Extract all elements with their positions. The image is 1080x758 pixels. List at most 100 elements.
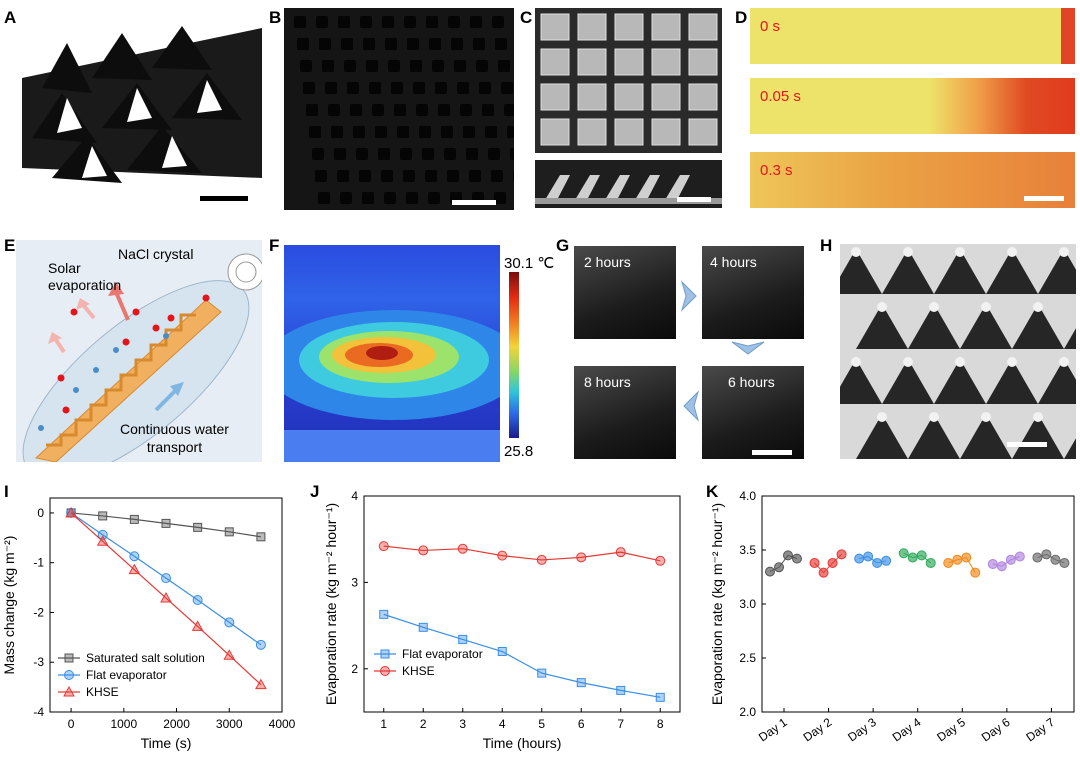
x-tick-label: Day 1 xyxy=(756,715,790,745)
scale-bar-b xyxy=(452,200,496,205)
b-texture-cell xyxy=(407,38,419,50)
b-texture-cell xyxy=(363,38,375,50)
c-texture-block xyxy=(577,48,607,76)
data-point xyxy=(97,529,108,540)
h-texture-crystal xyxy=(1059,247,1069,257)
x-tick-label: 0 xyxy=(68,717,75,731)
data-point xyxy=(536,554,547,565)
h-texture-pyramid xyxy=(960,304,1012,349)
data-point xyxy=(497,647,507,657)
data-point xyxy=(987,559,998,570)
b-texture-cell xyxy=(466,148,478,160)
x-tick-label: 4000 xyxy=(269,717,296,731)
b-texture-cell xyxy=(322,60,334,72)
x-tick-label: 2000 xyxy=(163,717,190,731)
photo-g-4h: 4 hours xyxy=(702,246,804,339)
b-texture-cell xyxy=(315,170,327,182)
colorbar-max-label: 30.1 ℃ xyxy=(504,255,555,272)
b-texture-cell xyxy=(347,82,359,94)
b-texture-cell xyxy=(454,60,466,72)
data-point xyxy=(1041,549,1052,560)
legend-label: Saturated salt solution xyxy=(86,651,205,665)
data-point xyxy=(418,545,429,556)
y-tick-label: 2 xyxy=(351,662,358,676)
data-point xyxy=(161,518,171,528)
h-texture-pyramid xyxy=(1064,328,1076,349)
solar-evaporation-label: Solar evaporation xyxy=(48,260,121,294)
data-point xyxy=(191,620,204,631)
data-point xyxy=(537,668,547,678)
b-texture-cell xyxy=(372,104,384,116)
c-texture-block xyxy=(540,83,570,111)
b-texture-cell xyxy=(470,16,482,28)
data-point xyxy=(193,522,203,532)
b-texture-cell xyxy=(479,82,491,94)
b-texture-cell xyxy=(341,38,353,50)
y-tick-label: 3.5 xyxy=(739,543,756,557)
b-texture-cell xyxy=(463,126,475,138)
strip-d-0s: 0 s xyxy=(750,8,1075,64)
series-line xyxy=(70,512,262,686)
x-axis-label: Time (hours) xyxy=(483,735,562,751)
h-texture-crystal xyxy=(929,302,939,312)
series-line xyxy=(383,545,661,562)
b-texture-cell xyxy=(406,192,418,204)
b-texture-cell xyxy=(425,170,437,182)
chart-i-mass-change: 0 1000 2000 3000 4000 0 -1 -2 -3 -4 Time (s) Mass c… xyxy=(1,497,296,751)
b-texture-cell xyxy=(438,104,450,116)
b-texture-cell xyxy=(316,16,328,28)
arrow-down-icon xyxy=(731,341,765,355)
series-line xyxy=(814,553,842,574)
h-texture-pyramid xyxy=(1012,414,1064,459)
b-texture-cell xyxy=(366,60,378,72)
h-texture-pyramid xyxy=(840,249,882,294)
x-tick-label: Day 7 xyxy=(1023,715,1057,745)
h-texture-crystal xyxy=(1033,302,1043,312)
x-tick-label: 8 xyxy=(657,717,664,731)
time-caption-4h: 4 hours xyxy=(710,254,757,270)
h-texture-crystal xyxy=(955,357,965,367)
c-texture-block xyxy=(577,118,607,146)
b-texture-cell xyxy=(494,192,506,204)
b-texture-cell xyxy=(419,126,431,138)
x-tick-label: 4 xyxy=(499,717,506,731)
b-texture-cell xyxy=(495,38,507,50)
x-tick-label: 3 xyxy=(459,717,466,731)
scale-bar-g xyxy=(752,450,792,455)
photo-h-salt-array xyxy=(840,244,1076,459)
panel-label-j: J xyxy=(310,482,320,501)
c-texture-block xyxy=(540,118,570,146)
data-point xyxy=(881,555,892,566)
chart-j-evaporation-rate: 1 2 3 4 5 6 7 8 2 3 4 Time (hours) Evaporation rate … xyxy=(323,489,681,751)
x-tick-label: Day 2 xyxy=(801,715,835,745)
b-texture-cell xyxy=(504,104,514,116)
h-texture-pyramid xyxy=(1038,359,1076,404)
data-point xyxy=(256,532,266,542)
b-texture-cell xyxy=(391,82,403,94)
b-texture-cell xyxy=(448,16,460,28)
b-texture-cell xyxy=(476,60,488,72)
b-texture-cell xyxy=(507,126,514,138)
scale-bar-c xyxy=(677,197,711,202)
data-point xyxy=(497,550,508,561)
h-texture-pyramid xyxy=(1038,249,1076,294)
photo-g-2h: 2 hours xyxy=(574,246,676,339)
b-texture-cell xyxy=(457,82,469,94)
data-point xyxy=(128,563,141,575)
data-point xyxy=(863,551,874,562)
h-texture-crystal xyxy=(903,247,913,257)
data-point xyxy=(65,506,77,518)
h-texture-crystal xyxy=(1059,357,1069,367)
c-texture-block xyxy=(614,48,644,76)
chart-k-daily-rate: 2.0 2.5 3.0 3.5 4.0 Evaporation rate (kg m⁻² … xyxy=(709,489,1075,745)
h-texture-pyramid xyxy=(856,304,908,349)
data-point xyxy=(783,550,793,561)
y-tick-label: 3 xyxy=(351,575,358,589)
h-texture-pyramid xyxy=(908,414,960,459)
series-line xyxy=(71,512,262,538)
b-texture-cell xyxy=(473,38,485,50)
data-point xyxy=(129,551,140,562)
solar-label-line2: evaporation xyxy=(48,277,122,293)
b-texture-cell xyxy=(410,60,422,72)
data-point xyxy=(378,541,389,552)
